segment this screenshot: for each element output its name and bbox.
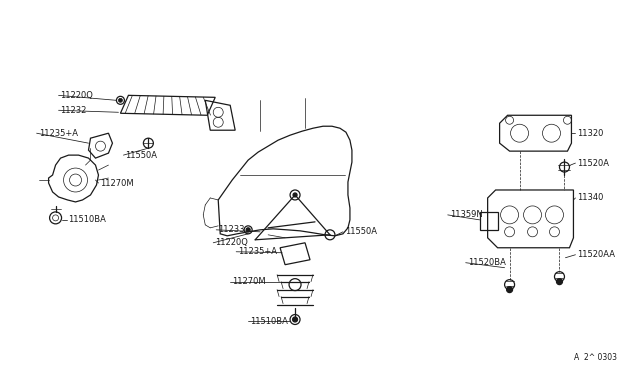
Circle shape [293,193,297,197]
Text: 11235+A: 11235+A [238,247,277,256]
Text: 11320: 11320 [577,129,604,138]
Text: 11220Q: 11220Q [215,238,248,247]
Text: 11340: 11340 [577,193,604,202]
Text: 11359N: 11359N [450,211,483,219]
Text: 11520A: 11520A [577,158,609,167]
Text: 11510BA: 11510BA [68,215,106,224]
Text: 11235+A: 11235+A [38,129,77,138]
Text: 11550A: 11550A [345,227,377,236]
Circle shape [118,98,122,102]
Text: A  2^ 0303: A 2^ 0303 [575,353,618,362]
Circle shape [292,317,298,322]
Text: 11520AA: 11520AA [577,250,616,259]
Text: 11233: 11233 [218,225,244,234]
Text: 11550A: 11550A [125,151,157,160]
Text: 11520BA: 11520BA [468,258,506,267]
Text: 11220Q: 11220Q [61,91,93,100]
Text: 11270M: 11270M [100,179,134,187]
Circle shape [507,286,513,293]
Text: 11510BA: 11510BA [250,317,288,326]
Circle shape [246,228,250,232]
Text: 11232: 11232 [61,106,87,115]
Circle shape [557,279,563,285]
Text: 11270M: 11270M [232,277,266,286]
